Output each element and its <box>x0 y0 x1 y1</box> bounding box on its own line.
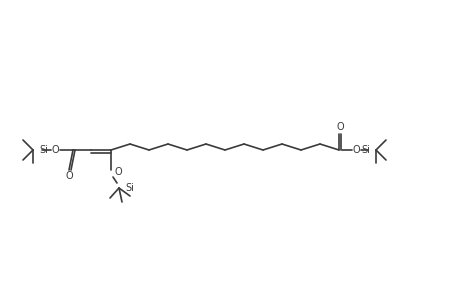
Text: O: O <box>51 145 59 155</box>
Text: O: O <box>336 122 343 132</box>
Text: Si: Si <box>39 145 48 155</box>
Text: Si: Si <box>360 145 369 155</box>
Text: O: O <box>352 145 359 155</box>
Text: Si: Si <box>125 183 134 193</box>
Text: O: O <box>115 167 123 177</box>
Text: O: O <box>65 171 73 181</box>
